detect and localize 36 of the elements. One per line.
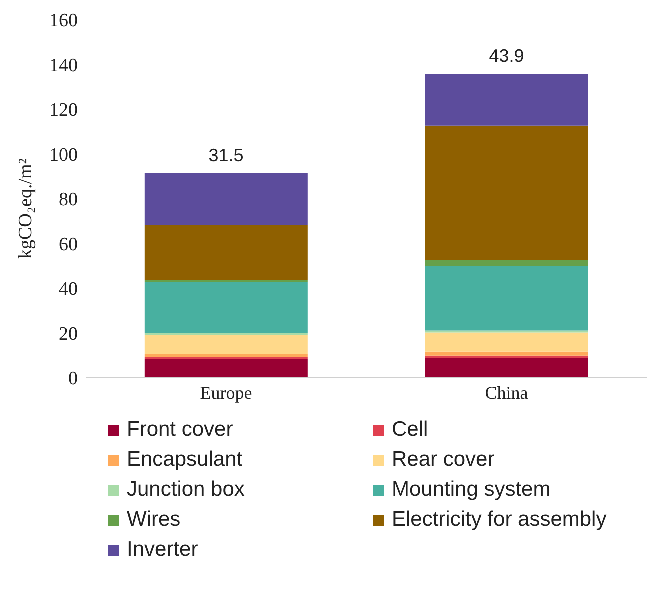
y-tick-label: 20 (59, 324, 78, 345)
bar (425, 260, 588, 266)
legend-label: Front cover (127, 418, 234, 442)
legend-label: Rear cover (392, 448, 495, 472)
y-tick-label: 160 (50, 10, 78, 32)
bar (425, 332, 588, 352)
x-tick-label: China (485, 382, 528, 403)
x-tick-label: Europe (200, 382, 252, 403)
y-tick-label: 80 (59, 190, 78, 211)
annotation: 43.9 (489, 46, 524, 66)
y-tick-label: 100 (50, 144, 78, 166)
y-axis-title: kgCO₂eq./m² (16, 158, 37, 259)
legend-label: Electricity for assembly (392, 508, 607, 532)
bar (425, 352, 588, 356)
legend-label: Mounting system (392, 478, 551, 502)
bar (144, 282, 308, 334)
bar (144, 354, 308, 358)
bar (144, 225, 308, 280)
bar (144, 173, 308, 226)
y-tick-label: 140 (50, 55, 78, 76)
bar (425, 126, 588, 260)
legend-label: Wires (127, 508, 181, 532)
bar (144, 335, 308, 354)
bar (425, 358, 588, 378)
y-tick-label: 120 (50, 100, 78, 122)
legend-label: Junction box (127, 478, 245, 502)
legend-label: Inverter (127, 538, 198, 562)
y-tick-label: 40 (59, 279, 78, 300)
legend-label: Encapsulant (127, 448, 243, 472)
y-tick-label: 60 (59, 234, 78, 256)
legend-label: Cell (392, 418, 428, 442)
y-tick-label: 0 (68, 368, 78, 390)
annotation: 31.5 (208, 145, 244, 166)
bar (144, 359, 308, 378)
bar (425, 266, 588, 331)
bar (425, 74, 588, 126)
